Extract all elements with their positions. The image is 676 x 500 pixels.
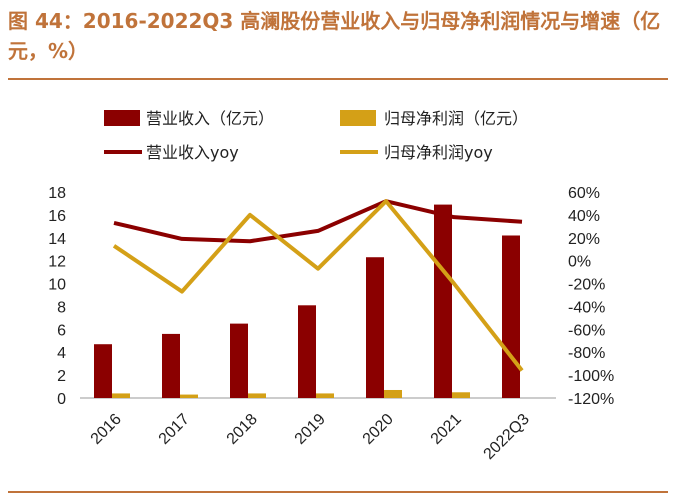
bar-revenue — [298, 305, 316, 398]
y-left-tick-label: 2 — [57, 368, 66, 385]
bar-revenue — [162, 333, 180, 398]
x-tick-label: 2022Q3 — [481, 411, 533, 463]
y-right-tick-label: -100% — [568, 368, 614, 385]
bar-revenue — [94, 344, 112, 398]
bottom-rule — [8, 491, 668, 493]
y-left-tick-label: 6 — [57, 322, 66, 339]
plot-area: 0 2 4 6 8 10 12 14 16 18 -120% -100% -80% -60% -40% -20… — [48, 185, 614, 463]
x-tick-label: 2021 — [428, 411, 465, 448]
y-right-tick-label: 0% — [568, 254, 591, 271]
line-profit-yoy — [112, 199, 524, 372]
legend-label-profit: 归母净利润（亿元） — [384, 109, 528, 128]
bar-profit — [180, 394, 198, 398]
chart-title: 图 44：2016-2022Q3 高澜股份营业收入与归母净利润情况与增速（亿元，… — [8, 9, 661, 63]
y-left-tick-label: 0 — [57, 391, 66, 408]
bar-profit — [452, 392, 470, 398]
title-rule — [8, 78, 668, 80]
y-right-tick-label: -80% — [568, 345, 605, 362]
bar-profit — [112, 393, 130, 398]
x-tick-label: 2019 — [292, 411, 329, 448]
y-right-tick-label: -120% — [568, 391, 614, 408]
y-left-tick-label: 14 — [48, 231, 66, 248]
y-left-tick-label: 10 — [48, 277, 66, 294]
legend-swatch-revenue — [104, 110, 140, 126]
y-right-tick-label: 20% — [568, 231, 600, 248]
x-tick-label: 2017 — [156, 411, 193, 448]
y-right-tick-label: 60% — [568, 185, 600, 202]
legend-label-revenue-yoy: 营业收入yoy — [146, 143, 239, 162]
bar-revenue — [434, 204, 452, 398]
x-tick-label: 2016 — [88, 411, 125, 448]
y-left-tick-label: 16 — [48, 208, 66, 225]
x-tick-label: 2020 — [360, 411, 397, 448]
legend-swatch-profit — [340, 110, 376, 126]
y-right-tick-label: -20% — [568, 277, 605, 294]
x-tick-label: 2018 — [224, 411, 261, 448]
y-left-tick-label: 4 — [57, 345, 66, 362]
y-left-tick-label: 8 — [57, 299, 66, 316]
y-right-tick-label: -40% — [568, 299, 605, 316]
y-right-tick-label: 40% — [568, 208, 600, 225]
y-left-tick-label: 12 — [48, 254, 66, 271]
line-revenue-yoy — [113, 199, 523, 244]
legend-label-revenue: 营业收入（亿元） — [146, 109, 274, 128]
legend-label-profit-yoy: 归母净利润yoy — [384, 143, 493, 162]
bar-revenue — [502, 235, 520, 398]
bar-profit — [316, 393, 334, 398]
y-right-tick-label: -60% — [568, 322, 605, 339]
bar-profit — [384, 389, 402, 398]
bar-profit — [248, 393, 266, 398]
legend: 营业收入（亿元） 归母净利润（亿元） 营业收入yoy 归母净利润yoy — [104, 109, 528, 162]
bar-revenue — [230, 323, 248, 398]
bar-revenue — [366, 257, 384, 398]
y-left-tick-label: 18 — [48, 185, 66, 202]
